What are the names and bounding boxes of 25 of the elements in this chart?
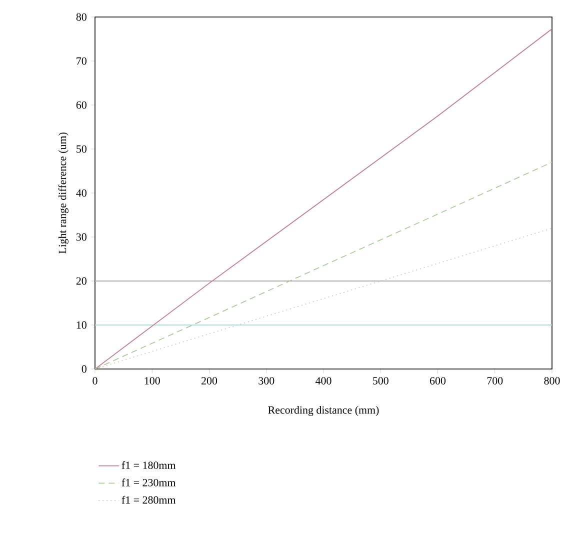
x-tick-label: 0 — [92, 377, 98, 384]
line-series — [95, 162, 552, 369]
y-tick-label: 50 — [76, 145, 86, 153]
x-tick-label: 100 — [144, 377, 160, 384]
x-tick-label: 200 — [202, 377, 218, 384]
x-tick-label: 800 — [544, 377, 560, 384]
y-tick-label: 20 — [76, 277, 86, 285]
x-tick-label: 700 — [487, 377, 503, 384]
y-tick-label: 30 — [76, 233, 86, 241]
y-tick-label: 70 — [76, 57, 86, 65]
x-tick-label: 600 — [430, 377, 446, 384]
x-tick-label: 400 — [316, 377, 332, 384]
y-tick-label: 10 — [76, 321, 86, 329]
legend-label: f1 = 280mm — [122, 496, 176, 504]
x-tick-label: 500 — [373, 377, 388, 384]
line-series — [95, 28, 552, 369]
x-axis-title: Recording distance (mm) — [268, 406, 379, 416]
y-tick-label: 0 — [82, 365, 86, 373]
y-tick-label: 40 — [76, 189, 86, 197]
y-tick-label: 80 — [76, 13, 86, 21]
legend-label: f1 = 180mm — [122, 461, 176, 470]
x-tick-label: 300 — [258, 377, 274, 384]
y-tick-label: 60 — [76, 101, 86, 109]
legend-label: f1 = 230mm — [122, 478, 176, 486]
y-axis-title: Light range difference (um) — [58, 132, 68, 254]
